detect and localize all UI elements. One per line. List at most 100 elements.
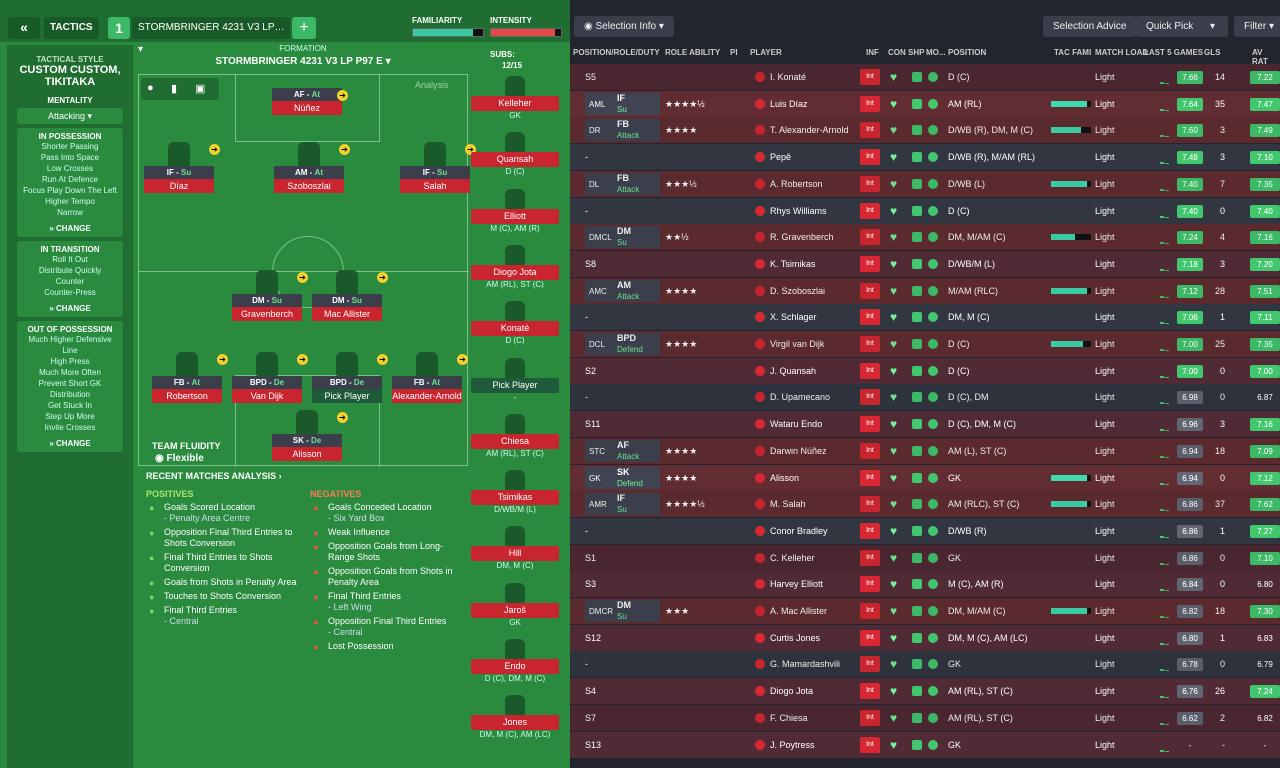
table-row[interactable]: S12 Curtis Jones Int ♥ DM, M (C), AM (LC) Lig… [570, 624, 1280, 651]
table-row[interactable]: STC AF Attack ★★★★ Darwin Núñez Int ♥ AM (L), S… [570, 437, 1280, 464]
analysis-button[interactable]: Analysis [415, 80, 449, 90]
tactic-slot-number[interactable]: 1 [108, 17, 130, 39]
role-cell[interactable]: DL FB Attack [585, 172, 660, 195]
table-row[interactable]: S3 Harvey Elliott Int ♥ M (C), AM (R) Light 6.… [570, 571, 1280, 598]
player-name[interactable]: Gravenberch [232, 307, 302, 321]
player-name[interactable]: G. Mamardashvili [770, 659, 841, 670]
analysis-item[interactable]: ● Final Third Entries - Left Wing [310, 591, 465, 613]
role-cell[interactable]: DR FB Attack [585, 119, 660, 142]
player-name[interactable]: Diogo Jota [770, 686, 814, 697]
clipboard-icon[interactable]: ▣ [195, 83, 206, 95]
instructions-icon[interactable]: ➔ [465, 144, 476, 155]
table-row[interactable]: GK SK Defend ★★★★ Alisson Int ♥ GK Light 6.94 0 7.1… [570, 464, 1280, 491]
selection-advice-button[interactable]: Selection Advice [1043, 16, 1137, 37]
filter-dropdown[interactable]: Filter ▾ [1234, 16, 1280, 37]
sub-player[interactable]: Endo D (C), DM, M (C) [471, 639, 559, 684]
column-header[interactable]: ROLE ABILITY [665, 48, 721, 57]
sub-name[interactable]: Kelleher [471, 96, 559, 111]
sub-name[interactable]: Diogo Jota [471, 264, 559, 280]
role-cell[interactable]: AML IF Su [585, 92, 660, 115]
analysis-item[interactable]: ● Final Third Entries - Central [146, 605, 301, 627]
instructions-icon[interactable]: ➔ [297, 354, 308, 365]
table-row[interactable]: S11 Wataru Endo Int ♥ D (C), DM, M (C) Light 6… [570, 411, 1280, 438]
analysis-item[interactable]: ● Touches to Shots Conversion [146, 591, 301, 602]
column-header[interactable]: PLAYER [750, 48, 782, 57]
player-name[interactable]: R. Gravenberch [770, 232, 834, 243]
player-role[interactable]: DM - Su [312, 294, 382, 307]
tactical-style-name[interactable]: CUSTOM CUSTOM, TIKITAKA [19, 64, 121, 88]
role-cell[interactable]: GK SK Defend [585, 466, 660, 489]
column-header[interactable]: LAST 5 GAMES [1144, 48, 1204, 57]
instructions-icon[interactable]: ➔ [337, 412, 348, 423]
player-name[interactable]: T. Alexander-Arnold [770, 125, 849, 136]
sub-player[interactable]: Quansah D (C) [471, 132, 559, 177]
player-role[interactable]: SK - De [272, 434, 342, 447]
player-name[interactable]: F. Chiesa [770, 712, 808, 723]
pitch-player[interactable]: BPD - De Van Dijk ➔ [232, 352, 308, 403]
column-header[interactable]: PI [730, 48, 738, 57]
pitch-player[interactable]: BPD - De Pick Player ➔ [312, 352, 388, 403]
player-role[interactable]: BPD - De [312, 376, 382, 389]
table-row[interactable]: S4 Diogo Jota Int ♥ AM (RL), ST (C) Light 6.76… [570, 678, 1280, 705]
analysis-item[interactable]: ● Goals Scored Location - Penalty Area Cen… [146, 502, 301, 524]
table-row[interactable]: S2 J. Quansah Int ♥ D (C) Light 7.00 0 7.00 [570, 357, 1280, 384]
player-role[interactable]: IF - Su [144, 166, 214, 179]
table-row[interactable]: AMC AM Attack ★★★★ D. Szoboszlai Int ♥ M/AM (RL… [570, 277, 1280, 304]
analysis-item[interactable]: ● Opposition Final Third Entries - Central [310, 616, 465, 638]
player-name[interactable]: Van Dijk [232, 389, 302, 403]
player-name[interactable]: Luis Díaz [770, 98, 808, 109]
player-role[interactable]: BPD - De [232, 376, 302, 389]
player-name[interactable]: M. Salah [770, 499, 806, 510]
sub-name[interactable]: Pick Player [471, 377, 559, 393]
sub-player[interactable]: Chiesa AM (RL), ST (C) [471, 413, 559, 459]
player-name[interactable]: Robertson [152, 389, 222, 403]
info-icon[interactable]: ● [147, 82, 154, 94]
back-button[interactable]: « [8, 17, 40, 39]
sub-player[interactable]: Diogo Jota AM (RL), ST (C) [471, 244, 559, 290]
sub-name[interactable]: Jones [471, 715, 559, 731]
player-name[interactable]: D. Upamecano [770, 392, 831, 403]
add-tactic-button[interactable]: + [292, 17, 316, 39]
sub-name[interactable]: Jaroš [471, 602, 559, 618]
instructions-icon[interactable]: ➔ [377, 272, 388, 283]
column-header[interactable]: AV RAT [1252, 48, 1268, 66]
player-name[interactable]: I. Konaté [770, 72, 807, 82]
table-row[interactable]: DR FB Attack ★★★★ T. Alexander-Arnold Int ♥ D/W… [570, 117, 1280, 144]
analysis-item[interactable]: ● Lost Possession [310, 641, 465, 652]
sub-player[interactable]: Jaroš GK [471, 582, 559, 628]
sub-name[interactable]: Chiesa [471, 433, 559, 449]
sub-name[interactable]: Hill [471, 546, 559, 562]
formation-selector[interactable]: STORMBRINGER 4231 V3 LP P97 E ▾ [215, 56, 391, 67]
in-possession-change-button[interactable]: » CHANGE [49, 224, 91, 233]
instructions-icon[interactable]: ➔ [457, 354, 468, 365]
role-cell[interactable]: DMCR DM Su [585, 600, 660, 622]
player-name[interactable]: Salah [400, 179, 470, 193]
table-row[interactable]: - D. Upamecano Int ♥ D (C), DM Light 6.98 0 6.87 [570, 384, 1280, 411]
player-name[interactable]: K. Tsimikas [770, 258, 816, 269]
analysis-title[interactable]: RECENT MATCHES ANALYSIS › [146, 471, 282, 481]
sub-player[interactable]: Kelleher GK [471, 76, 559, 121]
column-header[interactable]: POSITION [948, 48, 987, 57]
analysis-item[interactable]: ● Opposition Goals from Shots in Penalty … [310, 566, 465, 588]
player-name[interactable]: Rhys Williams [770, 205, 827, 216]
pitch-player[interactable]: DM - Su Gravenberch ➔ [232, 270, 308, 321]
player-role[interactable]: IF - Su [400, 166, 470, 179]
table-row[interactable]: - X. Schlager Int ♥ DM, M (C) Light 7.06 1 7.11 [570, 304, 1280, 331]
sub-name[interactable]: Quansah [471, 152, 559, 168]
player-name[interactable]: A. Robertson [770, 178, 823, 189]
column-header[interactable]: GLS [1204, 48, 1221, 57]
analysis-item[interactable]: ● Weak Influence [310, 527, 465, 538]
table-row[interactable]: DL FB Attack ★★★½ A. Robertson Int ♥ D/WB (L) Li… [570, 170, 1280, 197]
player-name[interactable]: Szoboszlai [274, 179, 344, 193]
column-header[interactable]: TAC FAMI [1054, 48, 1092, 57]
player-name[interactable]: J. Poytress [770, 739, 815, 750]
player-name[interactable]: C. Kelleher [770, 552, 815, 563]
player-name[interactable]: Alisson [272, 447, 342, 461]
table-row[interactable]: DMCL DM Su ★★½ R. Gravenberch Int ♥ DM, M/AM (C… [570, 224, 1280, 251]
table-row[interactable]: - Pepê Int ♥ D/WB (R), M/AM (RL) Light 7.48 3 7.… [570, 144, 1280, 171]
player-role[interactable]: FB - At [392, 376, 462, 389]
player-name[interactable]: Curtis Jones [770, 632, 821, 643]
player-role[interactable]: FB - At [152, 376, 222, 389]
familiarity-meter[interactable] [412, 28, 484, 37]
player-name[interactable]: Pick Player [312, 389, 382, 403]
